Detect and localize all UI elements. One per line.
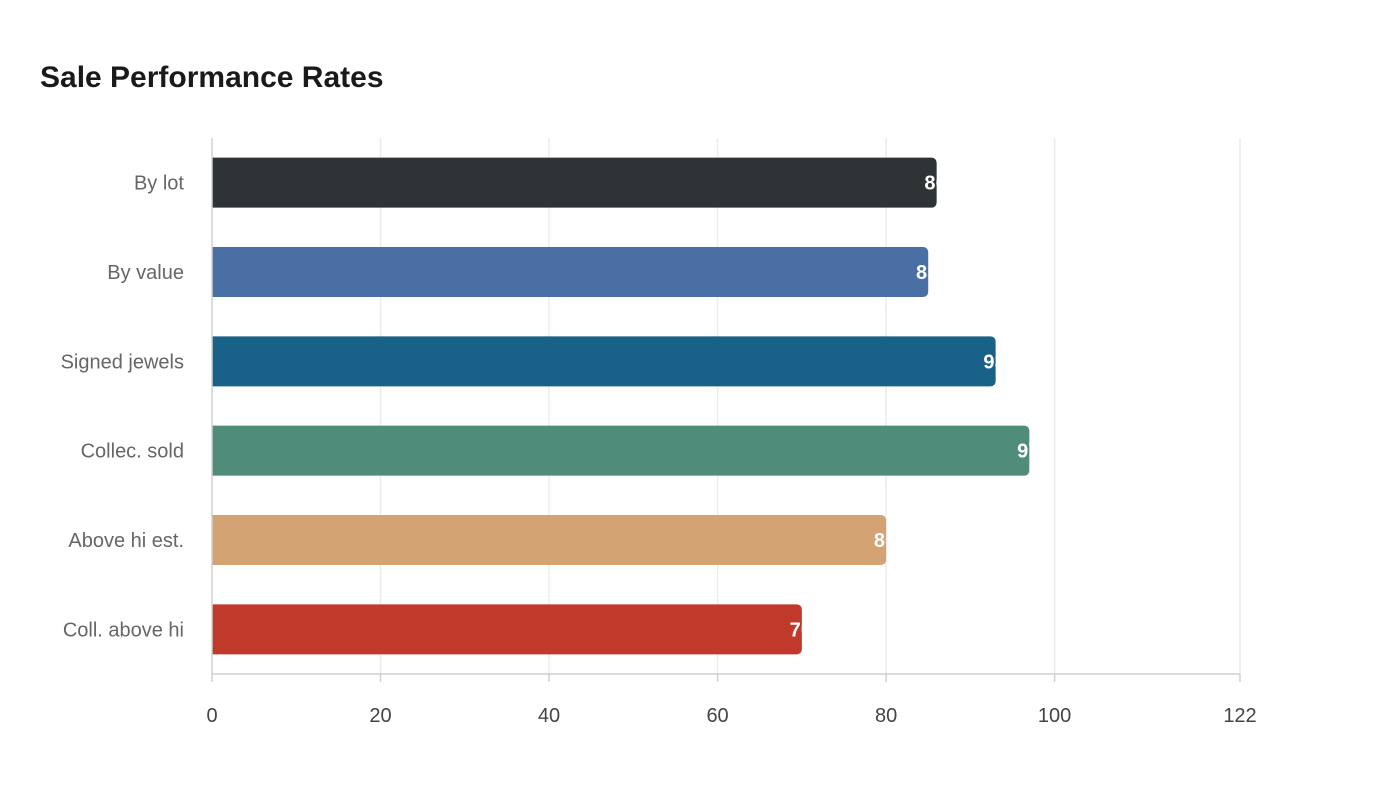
category-label: By value: [107, 262, 184, 284]
x-tick-label: 122: [1223, 705, 1256, 727]
bar-above-hi-est: [212, 514, 887, 566]
category-label: By lot: [134, 173, 184, 195]
x-tick-label: 0: [206, 705, 217, 727]
x-tick-label: 40: [538, 705, 560, 727]
axes: [211, 138, 1241, 682]
category-label: Signed jewels: [61, 351, 184, 373]
value-label: 70: [790, 619, 812, 641]
bar-by-lot: [212, 157, 937, 208]
chart-title: Sale Performance Rates: [40, 61, 384, 94]
x-tick-label: 20: [369, 705, 391, 727]
bar-by-value: [212, 246, 929, 298]
bar-signed-jewels: [212, 336, 996, 387]
x-tick-label: 60: [706, 705, 728, 727]
value-label: 85: [916, 262, 938, 284]
value-label: 97: [1017, 441, 1039, 463]
labels: 0 20 40 60 80 100 122 By lot 86 By value 85 Signed …: [61, 173, 1257, 727]
bar-coll-above-hi: [212, 604, 802, 655]
value-label: 93: [983, 351, 1005, 373]
grid-lines: [379, 138, 1241, 674]
category-label: Above hi est.: [68, 530, 184, 552]
value-label: 86: [924, 173, 946, 195]
category-label: Collec. sold: [81, 441, 184, 463]
x-tick-label: 80: [875, 705, 897, 727]
bar-collec-sold: [212, 425, 1030, 476]
x-tick-label: 100: [1038, 705, 1071, 727]
bars: [212, 157, 1030, 655]
value-label: 80: [874, 530, 896, 552]
category-label: Coll. above hi: [63, 619, 184, 641]
